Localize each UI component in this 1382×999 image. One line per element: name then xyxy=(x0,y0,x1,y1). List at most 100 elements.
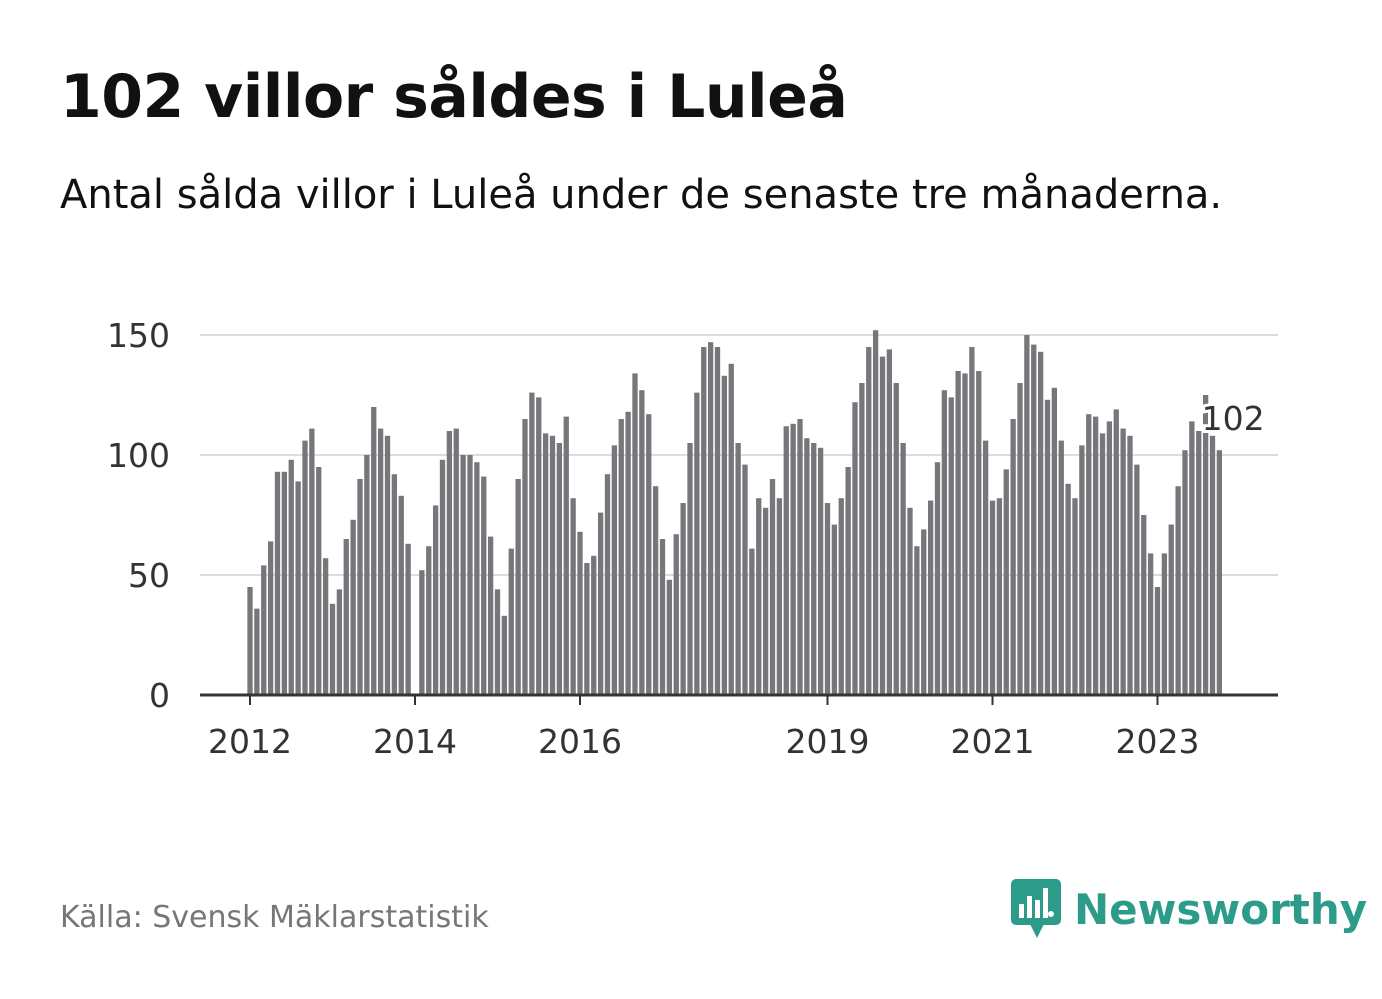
bar xyxy=(859,383,865,695)
bar xyxy=(515,479,521,695)
bar xyxy=(969,347,975,695)
bar xyxy=(508,548,514,695)
bar xyxy=(659,539,666,695)
bar xyxy=(632,373,638,695)
bar xyxy=(384,435,391,695)
y-tick-label: 0 xyxy=(149,676,170,715)
bar xyxy=(666,579,673,695)
bar xyxy=(439,459,446,695)
bar xyxy=(728,363,734,695)
bar xyxy=(309,428,315,695)
bar xyxy=(481,476,487,695)
bar xyxy=(460,455,466,695)
bar xyxy=(1058,440,1064,695)
bar xyxy=(1175,486,1181,695)
bar xyxy=(426,546,432,695)
bar xyxy=(866,347,872,695)
bar xyxy=(1202,395,1209,695)
bar xyxy=(948,397,954,695)
bar xyxy=(377,428,384,695)
bar xyxy=(1031,344,1037,695)
bar xyxy=(817,447,824,695)
bar xyxy=(838,498,844,695)
bar xyxy=(1003,469,1009,695)
bar xyxy=(996,498,1003,695)
bar xyxy=(563,416,569,695)
bar xyxy=(529,392,535,695)
bar xyxy=(542,433,549,695)
bar xyxy=(721,375,728,695)
bar xyxy=(687,443,693,695)
bar xyxy=(1127,435,1133,695)
brand-logo[interactable]: Newsworthy xyxy=(1010,878,1367,940)
bar xyxy=(1134,464,1140,695)
bar xyxy=(824,503,831,695)
bar xyxy=(962,373,968,695)
bar xyxy=(371,407,377,695)
highlight-value-label: 102 xyxy=(1202,399,1265,438)
bar xyxy=(714,347,721,695)
bar xyxy=(769,479,776,695)
bar xyxy=(790,423,796,695)
brand-name: Newsworthy xyxy=(1074,884,1368,934)
bar xyxy=(934,462,941,695)
bar xyxy=(735,443,741,695)
bar xyxy=(611,445,618,695)
bar xyxy=(1086,414,1092,695)
bar xyxy=(831,524,838,695)
bar xyxy=(921,529,927,695)
bar xyxy=(1189,421,1195,695)
bar xyxy=(522,419,528,695)
bar xyxy=(288,459,294,695)
bar xyxy=(893,383,899,695)
bar xyxy=(350,519,356,695)
bar xyxy=(336,589,343,695)
bar xyxy=(1113,409,1119,695)
bar xyxy=(453,428,459,695)
bar xyxy=(625,411,631,695)
annotation: 102 xyxy=(1199,396,1268,441)
bar xyxy=(501,615,508,695)
chart-subtitle: Antal sålda villor i Luleå under de sena… xyxy=(60,172,1223,218)
bar xyxy=(316,467,322,695)
bar xyxy=(267,541,274,695)
bar xyxy=(274,471,281,695)
bar xyxy=(742,464,748,695)
bar xyxy=(982,440,989,695)
bar xyxy=(1099,433,1106,695)
bar xyxy=(652,486,659,695)
bar xyxy=(1154,587,1161,695)
bar xyxy=(1024,335,1030,695)
bar xyxy=(646,414,652,695)
bar xyxy=(254,608,260,695)
y-tick-label: 100 xyxy=(107,436,170,475)
bar xyxy=(900,443,906,695)
bar xyxy=(879,356,886,695)
bar xyxy=(1120,428,1126,695)
bar xyxy=(797,419,803,695)
newsworthy-logo-icon xyxy=(1011,879,1061,938)
bar xyxy=(955,371,961,695)
chart-title: 102 villor såldes i Luleå xyxy=(60,62,848,132)
bar xyxy=(762,507,769,695)
bar xyxy=(432,505,439,695)
bar xyxy=(1037,351,1044,695)
bar xyxy=(680,503,686,695)
x-tick-label: 2016 xyxy=(538,722,622,761)
x-tick-label: 2019 xyxy=(786,722,870,761)
bar xyxy=(343,539,349,695)
bar xyxy=(976,371,982,695)
bar xyxy=(1072,498,1078,695)
bar xyxy=(941,390,948,695)
bar xyxy=(707,342,714,695)
bar xyxy=(776,498,783,695)
bar xyxy=(804,438,810,695)
bar xyxy=(1010,419,1016,695)
bar xyxy=(364,455,370,695)
bar xyxy=(1168,524,1174,695)
bar xyxy=(749,548,755,695)
bar xyxy=(1141,515,1147,695)
bar xyxy=(261,565,267,695)
bar xyxy=(577,531,583,695)
bar xyxy=(357,479,363,695)
